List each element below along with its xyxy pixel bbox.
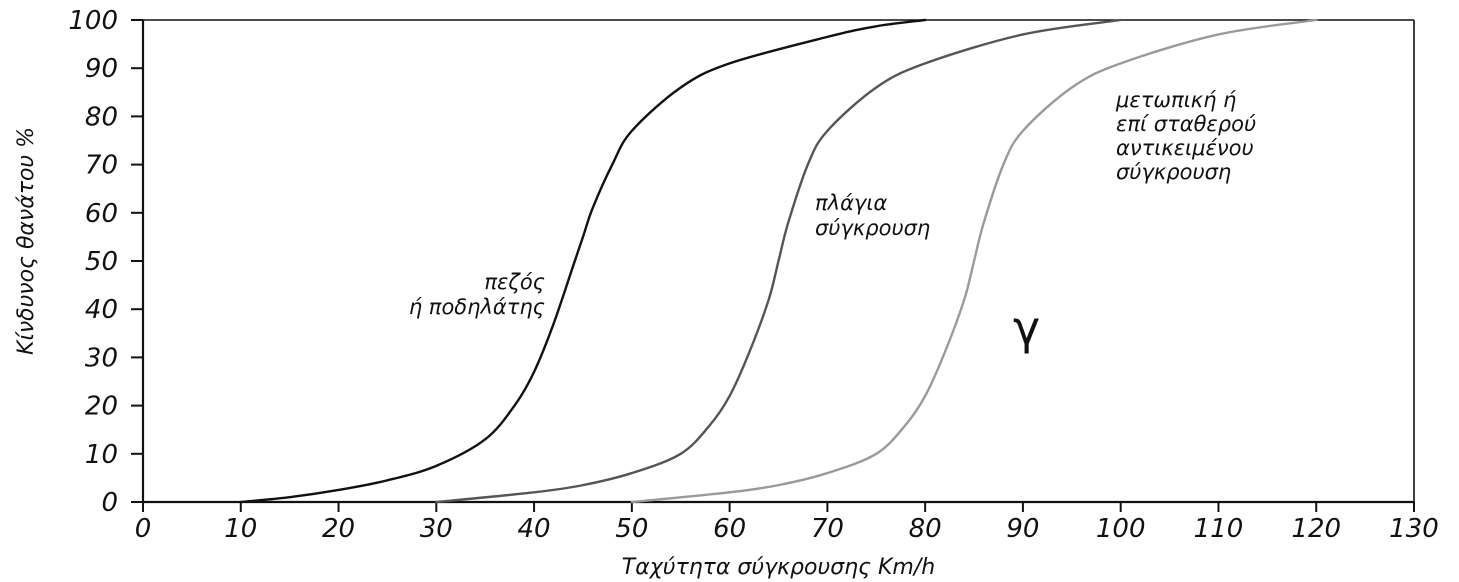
series-label-pedestrian-cyclist: ή ποδηλάτης [409, 295, 545, 319]
y-axis-title: Κίνδυνος θανάτου % [14, 127, 39, 355]
x-tick-label: 130 [1389, 514, 1439, 544]
x-tick-label: 70 [811, 514, 844, 544]
y-tick-label: 60 [85, 199, 118, 229]
y-tick-label: 30 [85, 343, 118, 373]
x-axis-title: Ταχύτητα σύγκρουσης Km/h [622, 555, 935, 580]
series-label-frontal-impact: αντικειμένου [1116, 136, 1254, 160]
curve-side-impact [435, 18, 1122, 504]
x-tick-label: 0 [135, 514, 152, 544]
series-label-frontal-impact: μετωπική ή [1115, 88, 1236, 112]
y-tick-label: 20 [85, 392, 118, 422]
y-tick-label: 100 [68, 6, 118, 36]
axes-group: 0 10 20 30 40 50 60 70 80 90 100 0 10 20 30 40 50 60 70 80 9… [14, 6, 1439, 580]
curve-pedestrian-cyclist [239, 18, 927, 504]
series-label-frontal-impact: σύγκρουση [1116, 160, 1231, 184]
series-label-frontal-impact: επί σταθερού [1116, 112, 1256, 136]
x-tick-label: 60 [713, 514, 746, 544]
series-label-side-impact: πλάγια [815, 191, 887, 215]
x-tick-label: 100 [1096, 514, 1146, 544]
x-tick-label: 50 [615, 514, 648, 544]
series-label-side-impact: σύγκρουση [815, 216, 930, 240]
y-tick-label: 80 [85, 102, 118, 132]
x-tick-label: 10 [224, 514, 257, 544]
x-tick-label: 40 [518, 514, 551, 544]
series-label-pedestrian-cyclist: πεζός [484, 270, 545, 294]
y-tick-label: 90 [85, 54, 118, 84]
y-tick-label: 10 [85, 440, 118, 470]
x-tick-label: 20 [322, 514, 355, 544]
y-tick-label: 50 [85, 247, 118, 277]
curve-frontal-impact [630, 18, 1318, 504]
x-tick-label: 80 [909, 514, 942, 544]
y-tick-label: 70 [85, 151, 118, 181]
y-tick-label: 40 [85, 295, 118, 325]
x-tick-label: 90 [1006, 514, 1039, 544]
panel-letter: γ [1013, 301, 1040, 355]
x-tick-label: 110 [1194, 514, 1244, 544]
x-tick-label: 30 [420, 514, 453, 544]
curves-group [239, 18, 1318, 504]
y-tick-label: 0 [101, 488, 118, 518]
x-tick-label: 120 [1291, 514, 1341, 544]
